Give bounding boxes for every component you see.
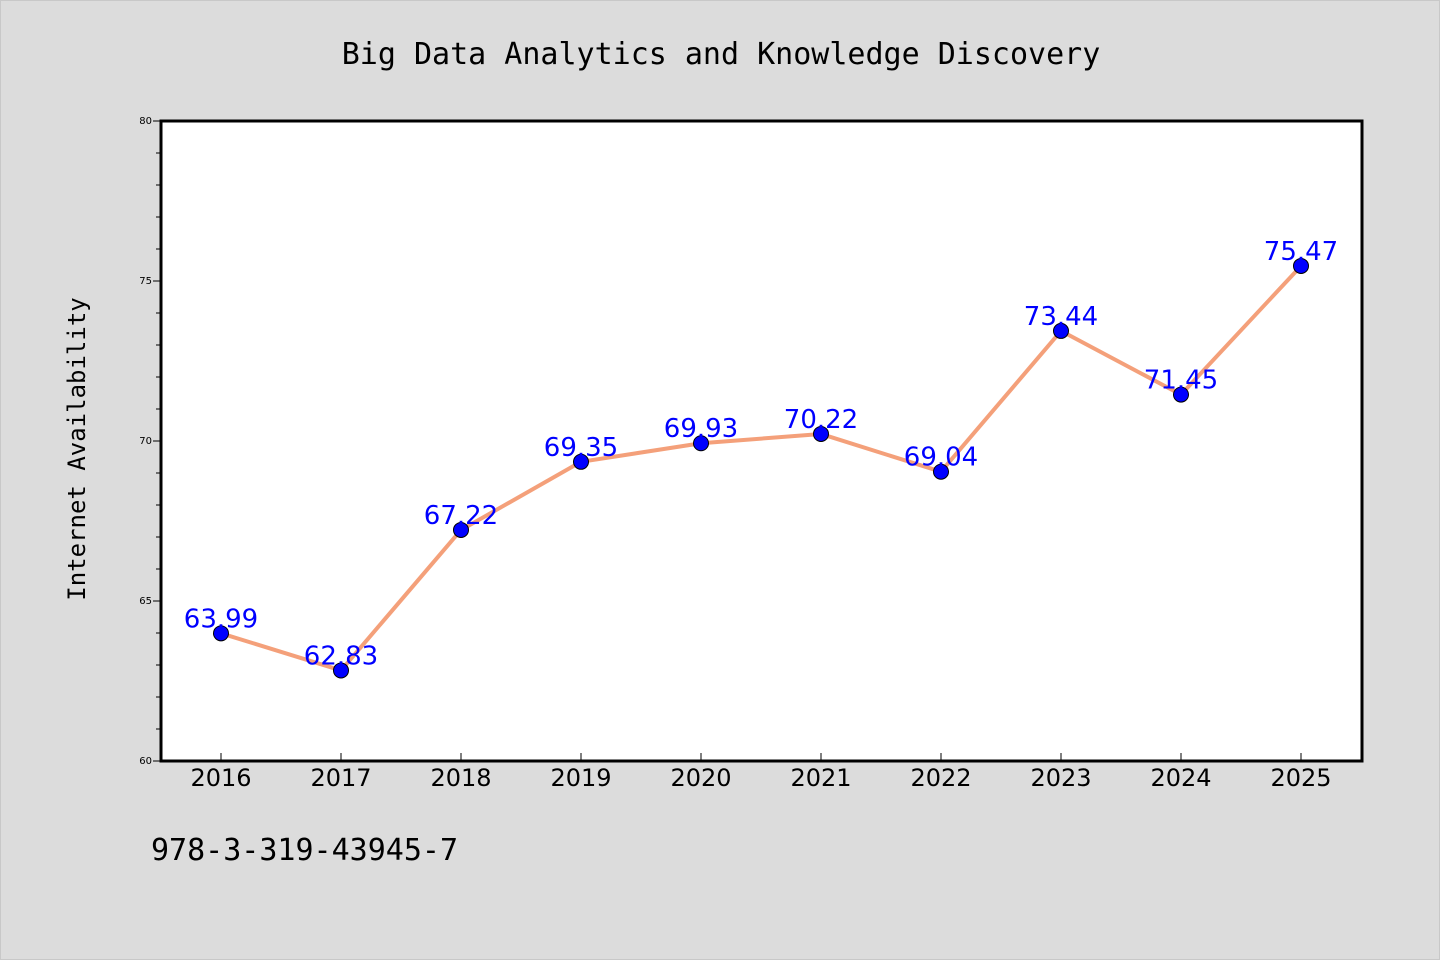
data-point [573,453,589,470]
data-labels: 63.99 62.83 67.22 69.35 69.93 70.22 69.04 73.44… [184,237,1338,671]
data-point [1173,386,1189,403]
series-line [220,264,1303,673]
x-tick-label: 2021 [790,764,851,792]
data-label: 70.22 [784,405,858,435]
data-point [1053,322,1069,339]
data-label: 71.45 [1144,366,1218,396]
x-tick-label: 2017 [310,764,371,792]
y-tick-label: 75 [139,276,152,287]
x-tick-label: 2019 [550,764,611,792]
x-axis-ticks: 2016 2017 2018 2019 2020 2021 2022 2023 2024 2025 [190,753,1332,792]
data-label: 63.99 [184,604,258,634]
plot-area [161,121,1362,761]
data-point [933,463,949,480]
x-tick-label: 2023 [1030,764,1091,792]
footer-isbn-text: 978-3-319-43945-7 [151,833,459,868]
data-point [213,625,229,642]
y-tick-label: 60 [139,756,152,767]
x-tick-label: 2024 [1150,764,1211,792]
data-label: 75.47 [1264,237,1338,267]
y-tick-label: 80 [139,116,152,127]
x-tick-label: 2022 [910,764,971,792]
x-tick-label: 2025 [1270,764,1331,792]
y-tick-label: 70 [139,436,152,447]
y-axis-label: Internet Availability [63,297,91,600]
y-axis-ticks: 60 65 70 75 80 [139,116,161,767]
data-label: 69.04 [904,443,978,473]
data-label: 73.44 [1024,302,1098,332]
plot-frame [159,119,1364,763]
x-tick-label: 2020 [670,764,731,792]
data-label: 62.83 [304,641,378,671]
data-label: 69.35 [544,433,618,463]
series-markers [213,257,1309,679]
data-point [813,425,829,442]
data-label: 67.22 [424,501,498,531]
x-tick-label: 2016 [190,764,251,792]
data-point [693,435,709,452]
chart-title: Big Data Analytics and Knowledge Discove… [342,37,1101,72]
data-point [333,662,349,679]
x-tick-label: 2018 [430,764,491,792]
data-point [1293,257,1309,274]
y-tick-label: 65 [139,596,152,607]
data-label: 69.93 [664,414,738,444]
data-point [453,521,469,538]
